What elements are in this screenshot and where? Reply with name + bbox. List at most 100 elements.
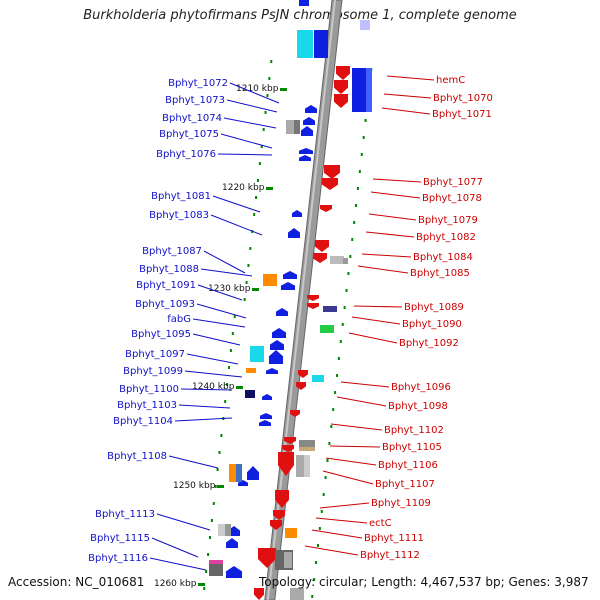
- gene-label[interactable]: Bphyt_1092: [399, 338, 459, 349]
- gene-label[interactable]: fabG: [167, 314, 191, 325]
- forward-gene-arrow: [288, 228, 300, 238]
- leader-line: [357, 265, 409, 274]
- gene-label[interactable]: Bphyt_1107: [375, 479, 435, 490]
- gene-box: [250, 346, 264, 362]
- gene-label[interactable]: Bphyt_1091: [136, 280, 196, 291]
- gene-label[interactable]: ectC: [369, 518, 392, 529]
- gene-label[interactable]: Bphyt_1103: [117, 400, 177, 411]
- guide-tick: [315, 561, 318, 564]
- gene-label[interactable]: Bphyt_1098: [388, 401, 448, 412]
- gene-label[interactable]: Bphyt_1077: [423, 177, 483, 188]
- forward-gene-arrow: [272, 328, 286, 338]
- gene-label[interactable]: Bphyt_1109: [371, 498, 431, 509]
- leader-line: [151, 537, 199, 558]
- gene-label[interactable]: Bphyt_1096: [391, 382, 451, 393]
- gene-label[interactable]: Bphyt_1088: [139, 264, 199, 275]
- gene-label[interactable]: Bphyt_1076: [156, 149, 216, 160]
- leader-line: [217, 153, 273, 156]
- gene-label[interactable]: Bphyt_1079: [418, 215, 478, 226]
- guide-tick: [316, 544, 319, 547]
- leader-line: [319, 502, 370, 509]
- gene-label[interactable]: Bphyt_1093: [135, 299, 195, 310]
- gene-label[interactable]: Bphyt_1105: [382, 442, 442, 453]
- scale-label: 1210 kbp: [236, 84, 279, 94]
- gene-label[interactable]: Bphyt_1073: [165, 95, 225, 106]
- guide-tick: [336, 374, 339, 377]
- gene-box: [314, 30, 328, 58]
- reverse-gene-arrow: [278, 452, 294, 476]
- gene-label[interactable]: Bphyt_1070: [433, 93, 493, 104]
- guide-tick: [345, 289, 348, 292]
- leader-line: [197, 284, 243, 301]
- guide-tick: [270, 60, 273, 63]
- forward-gene-arrow: [299, 148, 313, 154]
- gene-label[interactable]: hemC: [436, 75, 465, 86]
- gene-label[interactable]: Bphyt_1106: [378, 460, 438, 471]
- leader-line: [370, 191, 421, 199]
- gene-label[interactable]: Bphyt_1116: [88, 553, 148, 564]
- gene-box: [299, 447, 315, 451]
- scale-tick: [198, 583, 205, 586]
- gene-label[interactable]: Bphyt_1089: [404, 302, 464, 313]
- gene-label[interactable]: Bphyt_1102: [384, 425, 444, 436]
- reverse-gene-arrow: [273, 510, 285, 520]
- guide-tick: [216, 468, 219, 471]
- gene-label[interactable]: Bphyt_1072: [168, 78, 228, 89]
- gene-label[interactable]: Bphyt_1071: [432, 109, 492, 120]
- gene-label[interactable]: Bphyt_1075: [159, 129, 219, 140]
- gene-label[interactable]: Bphyt_1090: [402, 319, 462, 330]
- forward-gene-arrow: [266, 368, 278, 374]
- gene-box: [366, 68, 372, 112]
- guide-tick: [228, 366, 231, 369]
- topology-text: Topology: circular; Length: 4,467,537 bp…: [259, 575, 589, 589]
- gene-box: [245, 390, 255, 398]
- leader-line: [372, 178, 422, 183]
- gene-label[interactable]: Bphyt_1104: [113, 416, 173, 427]
- gene-label[interactable]: Bphyt_1099: [123, 366, 183, 377]
- gene-box: [343, 258, 348, 264]
- forward-gene-arrow: [262, 394, 272, 400]
- leader-line: [196, 303, 247, 319]
- guide-tick: [260, 145, 263, 148]
- gene-label[interactable]: Bphyt_1084: [413, 252, 473, 263]
- guide-tick: [349, 255, 352, 258]
- guide-tick: [358, 170, 361, 173]
- guide-tick: [339, 340, 342, 343]
- scale-label: 1220 kbp: [222, 183, 265, 193]
- guide-tick: [326, 459, 329, 462]
- map-title: Burkholderia phytofirmans PsJN chromosom…: [83, 8, 517, 23]
- guide-tick: [212, 502, 215, 505]
- gene-label[interactable]: Bphyt_1081: [151, 191, 211, 202]
- guide-tick: [324, 476, 327, 479]
- gene-box: [294, 120, 300, 134]
- guide-tick: [353, 221, 356, 224]
- scale-label: 1260 kbp: [154, 579, 197, 589]
- leader-line: [368, 213, 417, 221]
- gene-label[interactable]: Bphyt_1115: [90, 533, 150, 544]
- guide-tick: [231, 332, 234, 335]
- gene-box: [299, 440, 315, 448]
- gene-box: [284, 552, 292, 568]
- gene-label[interactable]: Bphyt_1111: [364, 533, 424, 544]
- gene-label[interactable]: Bphyt_1100: [119, 384, 179, 395]
- gene-label[interactable]: Bphyt_1108: [107, 451, 167, 462]
- gene-label[interactable]: Bphyt_1082: [416, 232, 476, 243]
- leader-line: [212, 195, 261, 213]
- gene-label[interactable]: Bphyt_1083: [149, 210, 209, 221]
- gene-box: [297, 30, 313, 58]
- reverse-gene-arrow: [320, 205, 332, 212]
- gene-label[interactable]: Bphyt_1097: [125, 349, 185, 360]
- gene-label[interactable]: Bphyt_1087: [142, 246, 202, 257]
- gene-label[interactable]: Bphyt_1085: [410, 268, 470, 279]
- gene-box: [229, 464, 237, 482]
- leader-line: [168, 455, 219, 469]
- leader-line: [229, 82, 280, 104]
- gene-label[interactable]: Bphyt_1078: [422, 193, 482, 204]
- leader-line: [192, 333, 241, 346]
- gene-label[interactable]: Bphyt_1112: [360, 550, 420, 561]
- gene-label[interactable]: Bphyt_1113: [95, 509, 155, 520]
- gene-label[interactable]: Bphyt_1074: [162, 113, 222, 124]
- guide-tick: [360, 153, 363, 156]
- gene-label[interactable]: Bphyt_1095: [131, 329, 191, 340]
